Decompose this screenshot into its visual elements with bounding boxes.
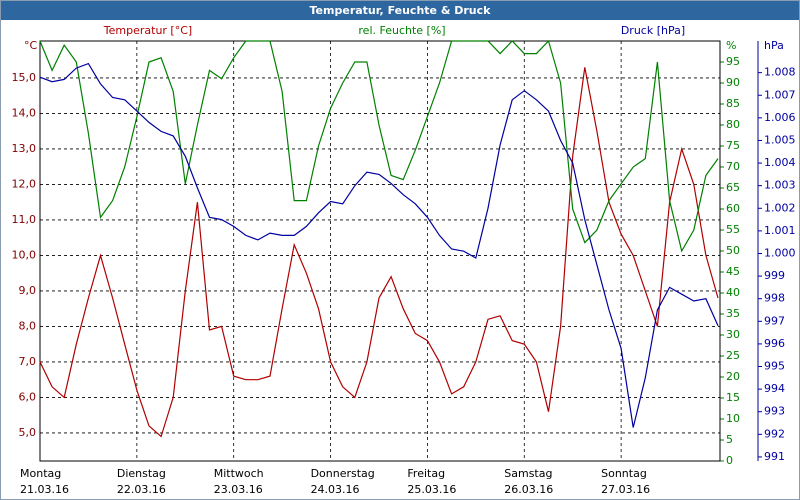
x-tick-label: Donnerstag bbox=[311, 467, 375, 480]
y-tick-label: 8,0 bbox=[19, 319, 37, 332]
y-tick-label: 11,0 bbox=[12, 213, 37, 226]
y-tick-label: 5,0 bbox=[19, 426, 37, 439]
y3-unit: hPa bbox=[764, 39, 784, 52]
y2-tick-label: 95 bbox=[726, 55, 740, 68]
y3-tick-label: 996 bbox=[764, 337, 785, 350]
y2-tick-label: 5 bbox=[726, 433, 733, 446]
x-tick-date: 26.03.16 bbox=[504, 483, 553, 496]
x-tick-label: Samstag bbox=[504, 467, 552, 480]
y-tick-label: 12,0 bbox=[12, 177, 37, 190]
chart-title: Temperatur, Feuchte & Druck bbox=[310, 4, 492, 17]
y3-tick-label: 1.000 bbox=[764, 246, 796, 259]
y3-tick-label: 1.005 bbox=[764, 133, 796, 146]
y-tick-label: 6,0 bbox=[19, 390, 37, 403]
y2-tick-label: 55 bbox=[726, 223, 740, 236]
x-tick-date: 27.03.16 bbox=[601, 483, 650, 496]
y3-tick-label: 992 bbox=[764, 427, 785, 440]
y2-tick-label: 25 bbox=[726, 349, 740, 362]
y3-tick-label: 1.007 bbox=[764, 88, 796, 101]
x-tick-label: Dienstag bbox=[117, 467, 166, 480]
y2-tick-label: 40 bbox=[726, 286, 740, 299]
y3-tick-label: 991 bbox=[764, 450, 785, 463]
y2-tick-label: 10 bbox=[726, 412, 740, 425]
y3-tick-label: 993 bbox=[764, 405, 785, 418]
y3-tick-label: 1.008 bbox=[764, 66, 796, 79]
y2-unit: % bbox=[726, 39, 736, 52]
y-unit: °C bbox=[24, 39, 38, 52]
y-tick-label: 13,0 bbox=[12, 142, 37, 155]
y-tick-label: 9,0 bbox=[19, 284, 37, 297]
y3-tick-label: 998 bbox=[764, 292, 785, 305]
y2-tick-label: 65 bbox=[726, 181, 740, 194]
x-tick-date: 22.03.16 bbox=[117, 483, 166, 496]
y3-tick-label: 1.006 bbox=[764, 111, 796, 124]
y3-tick-label: 1.001 bbox=[764, 224, 796, 237]
y2-tick-label: 0 bbox=[726, 454, 733, 467]
y2-tick-label: 70 bbox=[726, 160, 740, 173]
y2-tick-label: 35 bbox=[726, 307, 740, 320]
y3-tick-label: 994 bbox=[764, 382, 785, 395]
y-tick-label: 10,0 bbox=[12, 248, 37, 261]
x-tick-date: 23.03.16 bbox=[214, 483, 263, 496]
axis-title: Temperatur [°C] bbox=[103, 24, 192, 37]
y-tick-label: 15,0 bbox=[12, 71, 37, 84]
plot-area bbox=[40, 41, 720, 461]
y2-tick-label: 85 bbox=[726, 97, 740, 110]
y2-tick-label: 80 bbox=[726, 118, 740, 131]
series-line bbox=[39, 67, 719, 438]
x-tick-label: Freitag bbox=[407, 467, 445, 480]
x-tick-date: 25.03.16 bbox=[407, 483, 456, 496]
x-tick-label: Mittwoch bbox=[214, 467, 264, 480]
series-line bbox=[39, 62, 719, 428]
x-tick-date: 21.03.16 bbox=[20, 483, 69, 496]
y3-tick-label: 1.002 bbox=[764, 201, 796, 214]
x-tick-label: Montag bbox=[20, 467, 61, 480]
y-tick-label: 7,0 bbox=[19, 355, 37, 368]
axis-title: rel. Feuchte [%] bbox=[358, 24, 445, 37]
x-tick-label: Sonntag bbox=[601, 467, 647, 480]
axis-title: Druck [hPa] bbox=[621, 24, 685, 37]
y2-tick-label: 75 bbox=[726, 139, 740, 152]
y3-tick-label: 999 bbox=[764, 269, 785, 282]
y3-tick-label: 997 bbox=[764, 314, 785, 327]
y2-tick-label: 90 bbox=[726, 76, 740, 89]
y2-tick-label: 50 bbox=[726, 244, 740, 257]
y3-tick-label: 995 bbox=[764, 360, 785, 373]
y3-tick-label: 1.004 bbox=[764, 156, 796, 169]
y2-tick-label: 20 bbox=[726, 370, 740, 383]
plot-border bbox=[39, 40, 721, 462]
series-line bbox=[39, 39, 719, 253]
y3-tick-label: 1.003 bbox=[764, 179, 796, 192]
y2-tick-label: 60 bbox=[726, 202, 740, 215]
title-bar bbox=[1, 1, 799, 20]
y2-tick-label: 30 bbox=[726, 328, 740, 341]
y-tick-label: 14,0 bbox=[12, 106, 37, 119]
x-tick-date: 24.03.16 bbox=[311, 483, 360, 496]
y2-tick-label: 15 bbox=[726, 391, 740, 404]
y2-tick-label: 45 bbox=[726, 265, 740, 278]
